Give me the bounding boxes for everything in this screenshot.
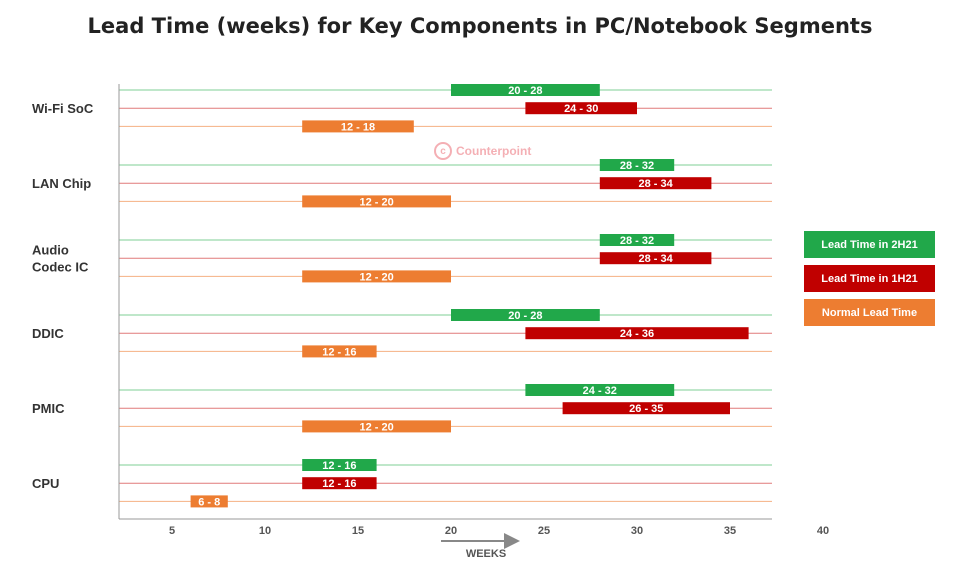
category-labels: Wi-Fi SoC LAN Chip Audio Codec IC DDIC PMIC CP… <box>32 101 94 491</box>
x-tick-label: 20 <box>445 525 457 537</box>
legend-item: Lead Time in 2H21 <box>804 231 935 258</box>
bar-label: 12 - 20 <box>359 421 393 433</box>
counterpoint-watermark: c Counterpoint <box>434 142 531 160</box>
range-bar <box>599 159 675 171</box>
bar-label: 12 - 16 <box>322 346 356 358</box>
x-tick-label: 35 <box>724 525 736 537</box>
category-label: Codec IC <box>32 260 89 275</box>
range-bar <box>302 120 414 133</box>
legend-item: Lead Time in 1H21 <box>804 265 935 292</box>
x-tick-label: 15 <box>352 525 364 537</box>
x-axis-title-group: WEEKS <box>441 533 520 560</box>
bar-label: 28 - 34 <box>638 178 673 190</box>
axes <box>118 84 772 520</box>
x-axis-title: WEEKS <box>466 548 506 560</box>
bar-label: 24 - 32 <box>583 385 617 397</box>
x-tick-label: 10 <box>259 525 271 537</box>
range-bar <box>525 384 675 396</box>
x-tick-label: 5 <box>169 525 175 537</box>
bar-label: 12 - 16 <box>322 478 356 490</box>
range-bar <box>525 327 749 340</box>
range-bar <box>451 309 600 321</box>
category-label: CPU <box>32 476 59 491</box>
category-label: LAN Chip <box>32 176 91 191</box>
category-label: Audio <box>32 243 69 258</box>
range-bar <box>599 177 712 190</box>
range-bar <box>562 402 730 415</box>
range-bars: 20 - 28 24 - 30 12 - 18 28 - 32 28 - 34 12 - … <box>190 84 749 508</box>
bar-label: 20 - 28 <box>508 85 542 97</box>
range-bar <box>525 102 637 115</box>
bar-label: 24 - 30 <box>564 103 598 115</box>
chart-title: Lead Time (weeks) for Key Components in … <box>87 14 873 38</box>
x-tick-label: 40 <box>817 525 829 537</box>
x-ticks: 5 10 15 20 25 30 35 40 <box>169 525 829 537</box>
bar-label: 28 - 32 <box>620 235 654 247</box>
bar-label: 12 - 20 <box>359 196 393 208</box>
range-bar <box>190 495 228 508</box>
bar-label: 12 - 16 <box>322 460 356 472</box>
range-bar <box>302 420 451 433</box>
category-label: DDIC <box>32 326 64 341</box>
bar-label: 12 - 20 <box>359 271 393 283</box>
range-bar <box>451 84 600 96</box>
bar-label: 28 - 34 <box>638 253 673 265</box>
category-label: Wi-Fi SoC <box>32 101 94 116</box>
bar-label: 12 - 18 <box>341 121 375 133</box>
bar-label: 20 - 28 <box>508 310 542 322</box>
range-bar <box>599 234 675 246</box>
range-bar <box>302 345 377 358</box>
range-bar <box>599 252 712 265</box>
bar-label: 28 - 32 <box>620 160 654 172</box>
legend-item: Normal Lead Time <box>804 299 935 326</box>
bar-label: 24 - 36 <box>620 328 654 340</box>
range-bar <box>302 459 377 471</box>
bar-label: 26 - 35 <box>629 403 663 415</box>
bar-label: 6 - 8 <box>198 496 220 508</box>
range-bar <box>302 195 451 208</box>
range-bar <box>302 270 451 283</box>
range-bar <box>302 477 377 490</box>
x-tick-label: 25 <box>538 525 550 537</box>
watermark-text: Counterpoint <box>456 144 532 158</box>
counterpoint-logo-icon: c <box>434 142 452 160</box>
category-label: PMIC <box>32 401 65 416</box>
x-tick-label: 30 <box>631 525 643 537</box>
